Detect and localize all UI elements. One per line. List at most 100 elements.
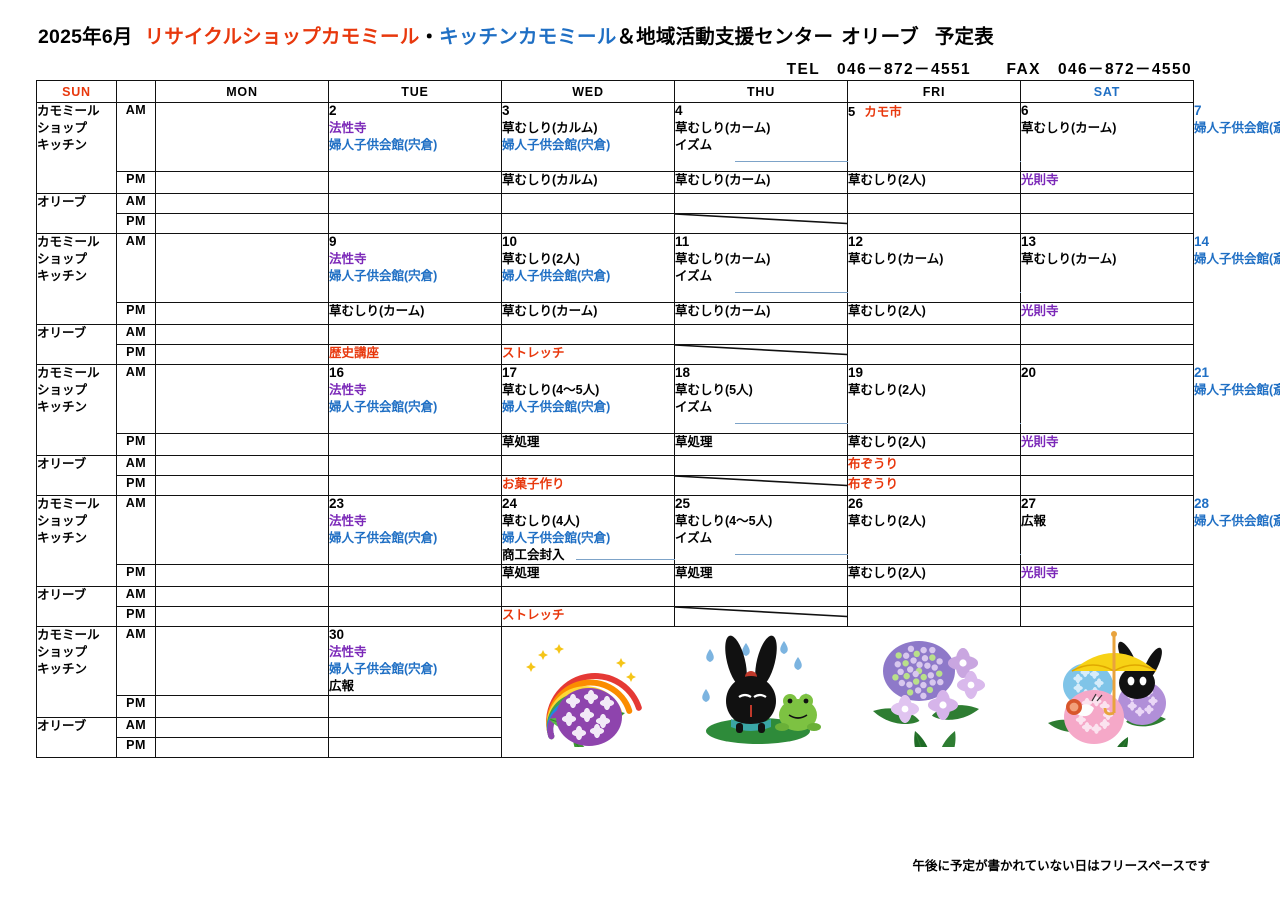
day-cell-thu[interactable]: 草むしり(2人) bbox=[847, 433, 1021, 456]
day-cell-mon[interactable] bbox=[328, 564, 502, 587]
day-cell-mon[interactable]: 草むしり(カーム) bbox=[328, 302, 502, 325]
day-cell-thu[interactable]: 26 草むしり(2人) bbox=[847, 495, 1021, 565]
day-cell-wed[interactable]: 草むしり(カーム) bbox=[674, 302, 848, 325]
day-cell-sun[interactable] bbox=[155, 302, 329, 325]
olive-cell-mon[interactable] bbox=[328, 717, 502, 738]
day-cell-fri[interactable]: 27 広報 bbox=[1020, 495, 1194, 565]
day-cell-tue[interactable]: 草処理 bbox=[501, 433, 675, 456]
day-cell-wed[interactable]: 4 草むしり(カーム) イズム bbox=[674, 102, 1180, 172]
olive-cell-mon[interactable] bbox=[328, 213, 502, 234]
day-cell-tue[interactable]: 10 草むしり(2人) 婦人子供会館(宍倉) bbox=[501, 233, 675, 303]
day-cell-mon[interactable]: 30 法性寺 婦人子供会館(宍倉) 広報 bbox=[328, 626, 502, 696]
olive-cell-fri[interactable] bbox=[1020, 475, 1194, 496]
olive-cell-tue[interactable] bbox=[501, 213, 675, 234]
day-cell-mon[interactable] bbox=[328, 433, 502, 456]
olive-cell-fri[interactable] bbox=[1020, 213, 1194, 234]
olive-cell-wed[interactable] bbox=[674, 606, 848, 627]
olive-cell-thu[interactable]: 布ぞうり bbox=[847, 475, 1021, 496]
day-cell-mon[interactable]: 23 法性寺 婦人子供会館(宍倉) bbox=[328, 495, 502, 565]
olive-cell-fri[interactable] bbox=[1020, 606, 1194, 627]
day-cell-tue[interactable]: 17 草むしり(4～5人) 婦人子供会館(宍倉) bbox=[501, 364, 675, 434]
day-cell-fri[interactable]: 6 草むしり(カーム) bbox=[1020, 102, 1194, 172]
day-cell-thu[interactable]: 草むしり(2人) bbox=[847, 171, 1021, 194]
day-cell-sun[interactable] bbox=[155, 626, 329, 696]
day-cell-sun[interactable] bbox=[155, 433, 329, 456]
olive-cell-tue[interactable] bbox=[501, 586, 675, 607]
olive-cell-mon[interactable] bbox=[328, 606, 502, 627]
olive-cell-wed[interactable] bbox=[674, 193, 848, 214]
day-cell-wed[interactable]: 草処理 bbox=[674, 564, 848, 587]
day-cell-fri[interactable]: 光則寺 bbox=[1020, 433, 1194, 456]
day-cell-tue[interactable]: 草処理 bbox=[501, 564, 675, 587]
olive-cell-wed[interactable] bbox=[674, 455, 848, 476]
day-cell-thu[interactable]: 19 草むしり(2人) bbox=[847, 364, 1021, 434]
olive-cell-tue[interactable] bbox=[501, 193, 675, 214]
day-cell-mon[interactable]: 2 法性寺 婦人子供会館(宍倉) bbox=[328, 102, 502, 172]
olive-cell-sun[interactable] bbox=[155, 324, 329, 345]
olive-cell-wed[interactable] bbox=[674, 475, 848, 496]
olive-cell-tue[interactable]: お菓子作り bbox=[501, 475, 675, 496]
olive-cell-tue[interactable]: ストレッチ bbox=[501, 344, 675, 365]
olive-cell-thu[interactable] bbox=[847, 213, 1021, 234]
day-cell-mon[interactable]: 16 法性寺 婦人子供会館(宍倉) bbox=[328, 364, 502, 434]
olive-cell-wed[interactable] bbox=[674, 344, 848, 365]
olive-cell-sun[interactable] bbox=[155, 606, 329, 627]
olive-cell-wed[interactable] bbox=[674, 324, 848, 345]
day-cell-tue[interactable]: 24 草むしり(4人) 婦人子供会館(宍倉) 商工会封入 bbox=[501, 495, 1007, 565]
olive-cell-fri[interactable] bbox=[1020, 324, 1194, 345]
day-cell-thu[interactable]: 草むしり(2人) bbox=[847, 564, 1021, 587]
day-cell-sun[interactable] bbox=[155, 171, 329, 194]
olive-cell-mon[interactable] bbox=[328, 324, 502, 345]
olive-cell-thu[interactable] bbox=[847, 193, 1021, 214]
olive-cell-mon[interactable] bbox=[328, 475, 502, 496]
day-cell-sun[interactable] bbox=[155, 102, 329, 172]
day-cell-wed[interactable]: 25 草むしり(4～5人) イズム bbox=[674, 495, 1180, 565]
day-cell-fri[interactable]: 13 草むしり(カーム) bbox=[1020, 233, 1194, 303]
olive-cell-sun[interactable] bbox=[155, 193, 329, 214]
olive-cell-thu[interactable] bbox=[847, 606, 1021, 627]
olive-cell-fri[interactable] bbox=[1020, 455, 1194, 476]
day-cell-thu[interactable]: 草むしり(2人) bbox=[847, 302, 1021, 325]
olive-cell-mon[interactable] bbox=[328, 586, 502, 607]
olive-cell-sun[interactable] bbox=[155, 455, 329, 476]
day-cell-fri[interactable]: 光則寺 bbox=[1020, 302, 1194, 325]
olive-cell-tue[interactable] bbox=[501, 324, 675, 345]
day-cell-mon[interactable] bbox=[328, 171, 502, 194]
olive-cell-mon[interactable]: 歴史講座 bbox=[328, 344, 502, 365]
day-cell-fri[interactable]: 光則寺 bbox=[1020, 564, 1194, 587]
day-cell-sun[interactable] bbox=[155, 564, 329, 587]
day-cell-wed[interactable]: 草むしり(カーム) bbox=[674, 171, 848, 194]
olive-cell-sun[interactable] bbox=[155, 344, 329, 365]
olive-cell-tue[interactable]: ストレッチ bbox=[501, 606, 675, 627]
olive-cell-sun[interactable] bbox=[155, 737, 329, 758]
day-cell-mon[interactable] bbox=[328, 695, 502, 718]
olive-cell-thu[interactable] bbox=[847, 324, 1021, 345]
olive-cell-sun[interactable] bbox=[155, 213, 329, 234]
olive-cell-wed[interactable] bbox=[674, 586, 848, 607]
olive-cell-mon[interactable] bbox=[328, 455, 502, 476]
olive-cell-fri[interactable] bbox=[1020, 344, 1194, 365]
day-cell-tue[interactable]: 草むしり(カルム) bbox=[501, 171, 675, 194]
olive-cell-mon[interactable] bbox=[328, 193, 502, 214]
day-cell-thu[interactable]: 5 カモ市 bbox=[847, 102, 1021, 172]
olive-cell-fri[interactable] bbox=[1020, 586, 1194, 607]
day-cell-sun[interactable] bbox=[155, 233, 329, 303]
olive-cell-thu[interactable]: 布ぞうり bbox=[847, 455, 1021, 476]
olive-cell-fri[interactable] bbox=[1020, 193, 1194, 214]
day-cell-sun[interactable] bbox=[155, 364, 329, 434]
olive-cell-sun[interactable] bbox=[155, 717, 329, 738]
day-cell-fri[interactable]: 光則寺 bbox=[1020, 171, 1194, 194]
day-cell-thu[interactable]: 12 草むしり(カーム) bbox=[847, 233, 1021, 303]
day-cell-tue[interactable]: 3 草むしり(カルム) 婦人子供会館(宍倉) bbox=[501, 102, 675, 172]
olive-cell-wed[interactable] bbox=[674, 213, 848, 234]
day-cell-wed[interactable]: 草処理 bbox=[674, 433, 848, 456]
olive-cell-thu[interactable] bbox=[847, 586, 1021, 607]
day-cell-mon[interactable]: 9 法性寺 婦人子供会館(宍倉) bbox=[328, 233, 502, 303]
day-cell-sun[interactable] bbox=[155, 695, 329, 718]
olive-cell-sun[interactable] bbox=[155, 586, 329, 607]
day-cell-wed[interactable]: 11 草むしり(カーム) イズム bbox=[674, 233, 1180, 303]
day-cell-wed[interactable]: 18 草むしり(5人) イズム bbox=[674, 364, 1180, 434]
olive-cell-tue[interactable] bbox=[501, 455, 675, 476]
day-cell-tue[interactable]: 草むしり(カーム) bbox=[501, 302, 675, 325]
olive-cell-thu[interactable] bbox=[847, 344, 1021, 365]
